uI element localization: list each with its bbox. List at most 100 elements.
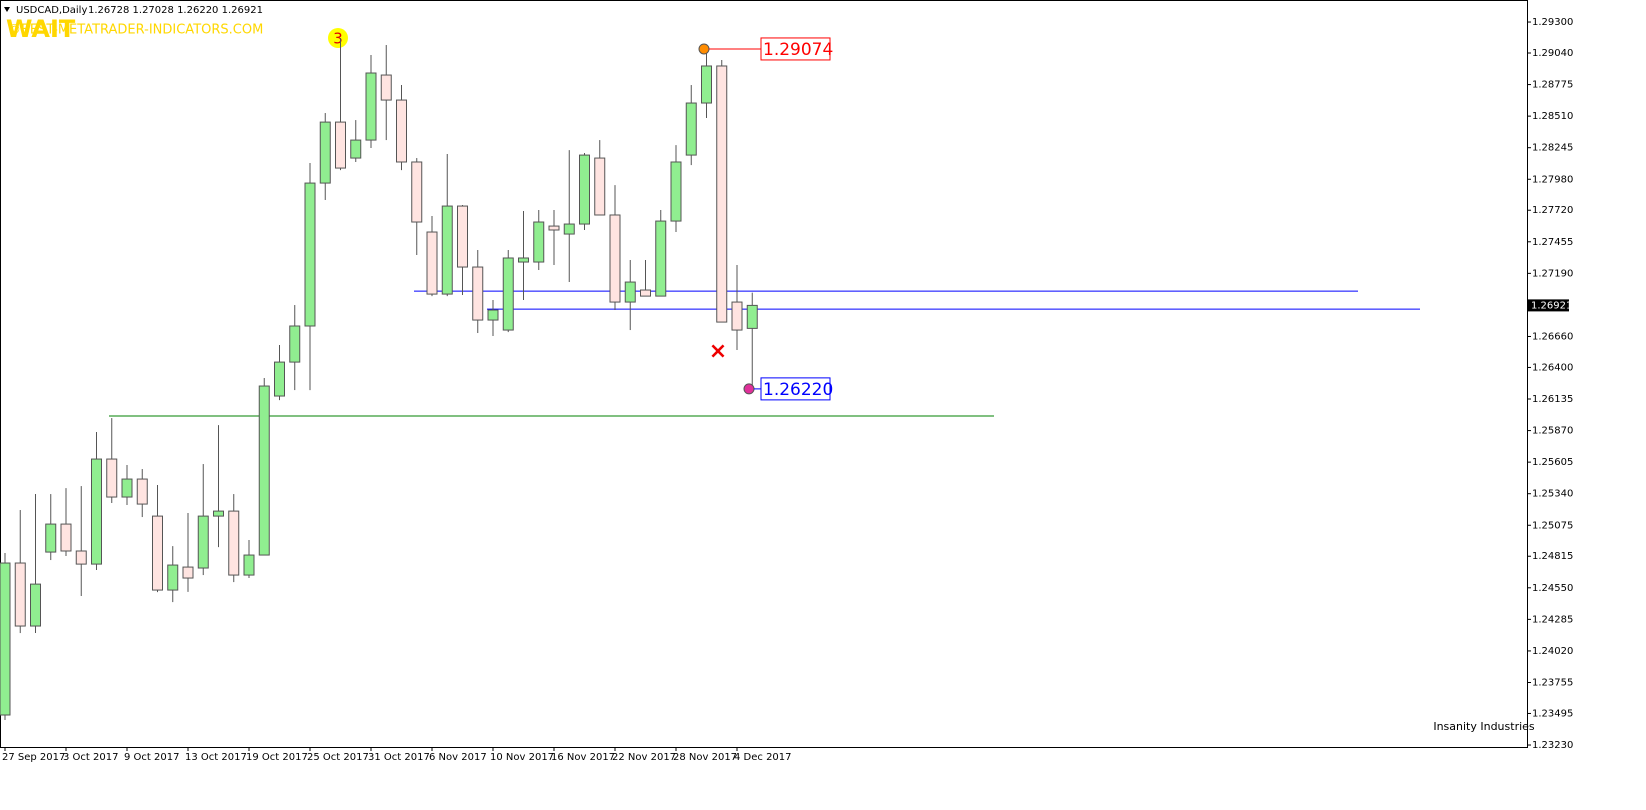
y-tick-label: 1.24020 [1532, 646, 1573, 657]
y-tick-label: 1.25605 [1532, 457, 1573, 468]
candle-body [396, 99, 407, 163]
candle-body [228, 510, 240, 576]
candle-body [518, 257, 529, 263]
y-tick-label: 1.27455 [1532, 237, 1573, 248]
y-tick-label: 1.23230 [1532, 740, 1573, 751]
candle-body [258, 385, 270, 556]
y-tick-label: 1.24815 [1532, 551, 1573, 562]
last-price-box [1527, 299, 1569, 312]
y-tick-label: 1.24285 [1532, 614, 1573, 625]
candle-body [152, 515, 163, 591]
menu-arrow [4, 7, 10, 12]
x-tick-label: 3 Oct 2017 [63, 752, 118, 763]
y-tick-label: 1.23495 [1532, 708, 1573, 719]
candle-body [563, 223, 575, 235]
candle-body [14, 562, 26, 627]
ohlc-header: 1.26728 1.27028 1.26220 1.26921 [88, 5, 263, 16]
x-tick-label: 4 Dec 2017 [734, 752, 792, 763]
y-tick-label: 1.27720 [1532, 205, 1573, 216]
brand: Insanity Industries [1433, 720, 1535, 733]
candle-body [640, 289, 651, 297]
x-tick-label: 31 Oct 2017 [368, 752, 430, 763]
candle-body [197, 515, 209, 569]
candle-body [426, 231, 438, 295]
candle-body [685, 102, 697, 156]
candle-body [472, 266, 484, 321]
y-tick-label: 1.25075 [1532, 520, 1573, 531]
candle-body [579, 154, 590, 225]
cross-marker: × [709, 339, 727, 364]
x-tick-label: 16 Nov 2017 [551, 752, 615, 763]
candle-body [441, 205, 453, 295]
y-tick-label: 1.29040 [1532, 48, 1573, 59]
x-tick-label: 28 Nov 2017 [673, 752, 737, 763]
candle-body [609, 214, 621, 303]
y-tick-label: 1.28245 [1532, 143, 1573, 154]
y-tick-label: 1.27190 [1532, 268, 1573, 279]
y-tick-label: 1.26400 [1532, 362, 1573, 373]
plot-frame [0, 0, 1528, 748]
candle-body [60, 523, 72, 552]
candle-body [335, 121, 346, 169]
candle-body [716, 65, 728, 323]
candle-body [670, 161, 682, 222]
candle-body [731, 301, 743, 331]
candle-body [350, 139, 362, 159]
annotation-label: 1.29074 [763, 40, 833, 60]
y-tick-label: 1.24550 [1532, 583, 1573, 594]
candle-body [319, 121, 331, 184]
y-tick-label: 1.25340 [1532, 489, 1573, 500]
x-tick-label: 6 Nov 2017 [429, 752, 487, 763]
candle-body [0, 562, 11, 716]
candle-body [167, 564, 179, 591]
y-tick-label: 1.28510 [1532, 111, 1573, 122]
chart-title: USDCAD,Daily [16, 5, 87, 16]
y-tick-label: 1.25870 [1532, 426, 1573, 437]
candle-body [274, 361, 285, 397]
y-tick-label: 1.27980 [1532, 174, 1573, 185]
candle-body [365, 72, 377, 141]
candle-body [289, 325, 301, 363]
y-tick-label: 1.26660 [1532, 331, 1573, 342]
x-tick-label: 13 Oct 2017 [185, 752, 247, 763]
x-tick-label: 22 Nov 2017 [612, 752, 676, 763]
last-price-label: 1.26921 [1531, 300, 1572, 311]
candle-body [243, 554, 255, 576]
candle-body [136, 478, 148, 505]
watermark: WAIT [6, 15, 76, 43]
candle-body [121, 478, 133, 498]
candle-body [655, 220, 667, 297]
wave-marker [328, 28, 348, 48]
candle-body [91, 458, 102, 565]
x-tick-label: 10 Nov 2017 [490, 752, 554, 763]
candle-body [304, 182, 316, 327]
watermark-site: ©BEST-METATRADER-INDICATORS.COM [8, 23, 263, 38]
candle-body [548, 225, 560, 231]
candle-body [594, 157, 606, 216]
candle-body [746, 304, 758, 329]
y-tick-label: 1.26135 [1532, 394, 1573, 405]
annotation-label: 1.26220 [763, 380, 833, 400]
wave-label: 3 [333, 30, 343, 48]
annotation-point [698, 43, 710, 55]
candle-body [502, 257, 514, 331]
candle-body [380, 74, 392, 101]
x-tick-label: 27 Sep 2017 [2, 752, 65, 763]
candle-body [182, 566, 194, 579]
candle-body [457, 205, 468, 268]
annotation-point [743, 383, 755, 395]
x-tick-label: 25 Oct 2017 [307, 752, 369, 763]
x-tick-label: 9 Oct 2017 [124, 752, 179, 763]
candle-body [487, 309, 499, 321]
candle-body [213, 510, 224, 517]
candle-body [701, 65, 712, 104]
candle-body [411, 161, 423, 223]
annotation-box [760, 37, 831, 61]
x-tick-label: 19 Oct 2017 [246, 752, 308, 763]
y-tick-label: 1.23755 [1532, 677, 1573, 688]
annotation-box [760, 377, 831, 401]
candle-body [45, 523, 57, 553]
y-tick-label: 1.29300 [1532, 17, 1573, 28]
candle-body [533, 221, 545, 263]
